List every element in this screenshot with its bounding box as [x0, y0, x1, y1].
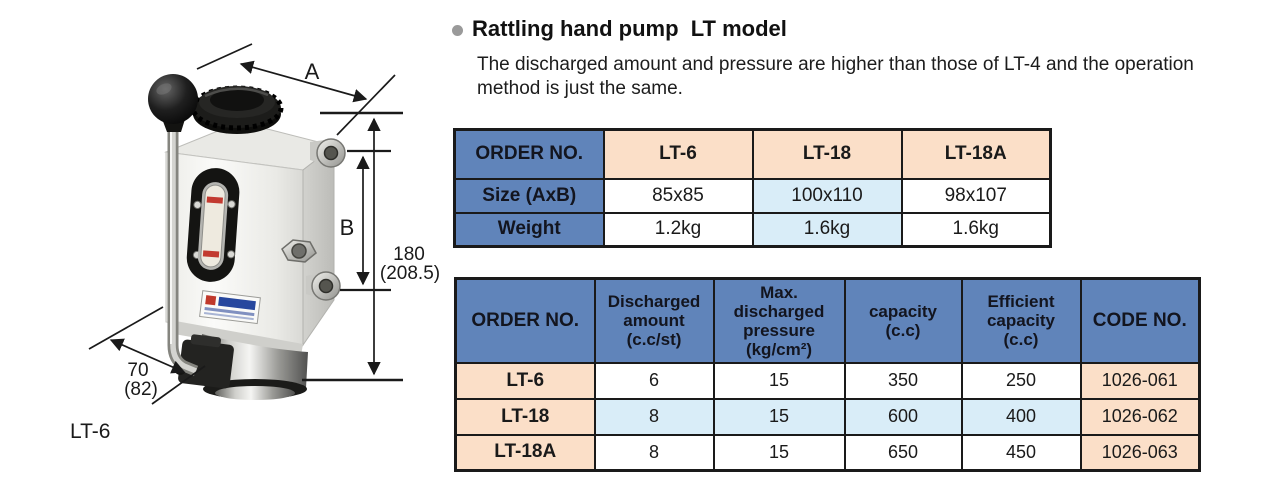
column-header-model: LT-6 — [602, 128, 754, 180]
row-header-model: LT-18 — [454, 397, 596, 436]
code-cell: 1026-062 — [1079, 397, 1201, 436]
data-cell: 250 — [960, 361, 1082, 400]
data-cell: 15 — [712, 361, 846, 400]
oil-sight-glass — [186, 168, 240, 282]
table-row: LT-6 6 15 350 250 1026-061 — [454, 361, 1201, 400]
data-cell: 15 — [712, 433, 846, 472]
data-cell: 450 — [960, 433, 1082, 472]
data-cell: 8 — [593, 397, 715, 436]
mounting-ear-bottom — [306, 271, 341, 301]
pump-illustration: A B 180 (208.5) 70 (82) LT-6 — [70, 43, 440, 443]
data-cell: 85x85 — [602, 177, 754, 214]
table-row: LT-18 8 15 600 400 1026-062 — [454, 397, 1201, 436]
column-header-max-pressure: Max. discharged pressure (kg/cm²) — [712, 277, 846, 364]
column-header-model: LT-18 — [751, 128, 903, 180]
dim-b-label: B — [340, 215, 355, 240]
filler-cap — [190, 85, 284, 134]
dim-height-label: 180 — [393, 244, 425, 265]
column-header-model: LT-18A — [900, 128, 1052, 180]
bullet-icon — [452, 24, 463, 36]
column-header-code-no: CODE NO. — [1079, 277, 1201, 364]
column-header-order-no: ORDER NO. — [454, 277, 596, 364]
figure-caption: LT-6 — [70, 420, 110, 443]
section-header: Rattling hand pump LT model — [452, 16, 787, 42]
dimension-lines — [88, 43, 403, 405]
section-title: Rattling hand pump LT model — [472, 16, 787, 41]
column-header-efficient-capacity: Efficient capacity (c.c) — [960, 277, 1082, 364]
code-cell: 1026-061 — [1079, 361, 1201, 400]
column-header-order-no: ORDER NO. — [453, 128, 605, 180]
data-cell: 100x110 — [751, 177, 903, 214]
dim-height-alt-label: (208.5) — [380, 263, 440, 284]
data-cell: 1.6kg — [900, 211, 1052, 248]
dim-a-label: A — [305, 59, 320, 84]
row-header-weight: Weight — [453, 211, 605, 248]
data-cell: 400 — [960, 397, 1082, 436]
table-row: LT-18A 8 15 650 450 1026-063 — [454, 433, 1201, 472]
column-header-discharged-amount: Discharged amount (c.c/st) — [593, 277, 715, 364]
dim-width-label: 70 — [127, 360, 148, 381]
specs-table: ORDER NO. Discharged amount (c.c/st) Max… — [454, 277, 1201, 472]
table-row: Size (AxB) 85x85 100x110 98x107 — [453, 177, 1052, 214]
column-header-capacity: capacity (c.c) — [843, 277, 963, 364]
section-description: The discharged amount and pressure are h… — [477, 54, 1194, 99]
data-cell: 1.2kg — [602, 211, 754, 248]
dim-width-alt-label: (82) — [124, 379, 158, 400]
row-header-size: Size (AxB) — [453, 177, 605, 214]
table-header-row: ORDER NO. Discharged amount (c.c/st) Max… — [454, 277, 1201, 364]
data-cell: 600 — [843, 397, 963, 436]
data-cell: 350 — [843, 361, 963, 400]
data-cell: 650 — [843, 433, 963, 472]
table-header-row: ORDER NO. LT-6 LT-18 LT-18A — [453, 128, 1052, 180]
data-cell: 6 — [593, 361, 715, 400]
data-cell: 98x107 — [900, 177, 1052, 214]
size-weight-table: ORDER NO. LT-6 LT-18 LT-18A Size (AxB) 8… — [453, 128, 1052, 248]
brand-label — [199, 290, 261, 325]
data-cell: 8 — [593, 433, 715, 472]
hex-fitting-icon — [281, 239, 317, 263]
data-cell: 15 — [712, 397, 846, 436]
row-header-model: LT-18A — [454, 433, 596, 472]
data-cell: 1.6kg — [751, 211, 903, 248]
mounting-ear-top — [310, 138, 346, 168]
code-cell: 1026-063 — [1079, 433, 1201, 472]
row-header-model: LT-6 — [454, 361, 596, 400]
table-row: Weight 1.2kg 1.6kg 1.6kg — [453, 211, 1052, 248]
